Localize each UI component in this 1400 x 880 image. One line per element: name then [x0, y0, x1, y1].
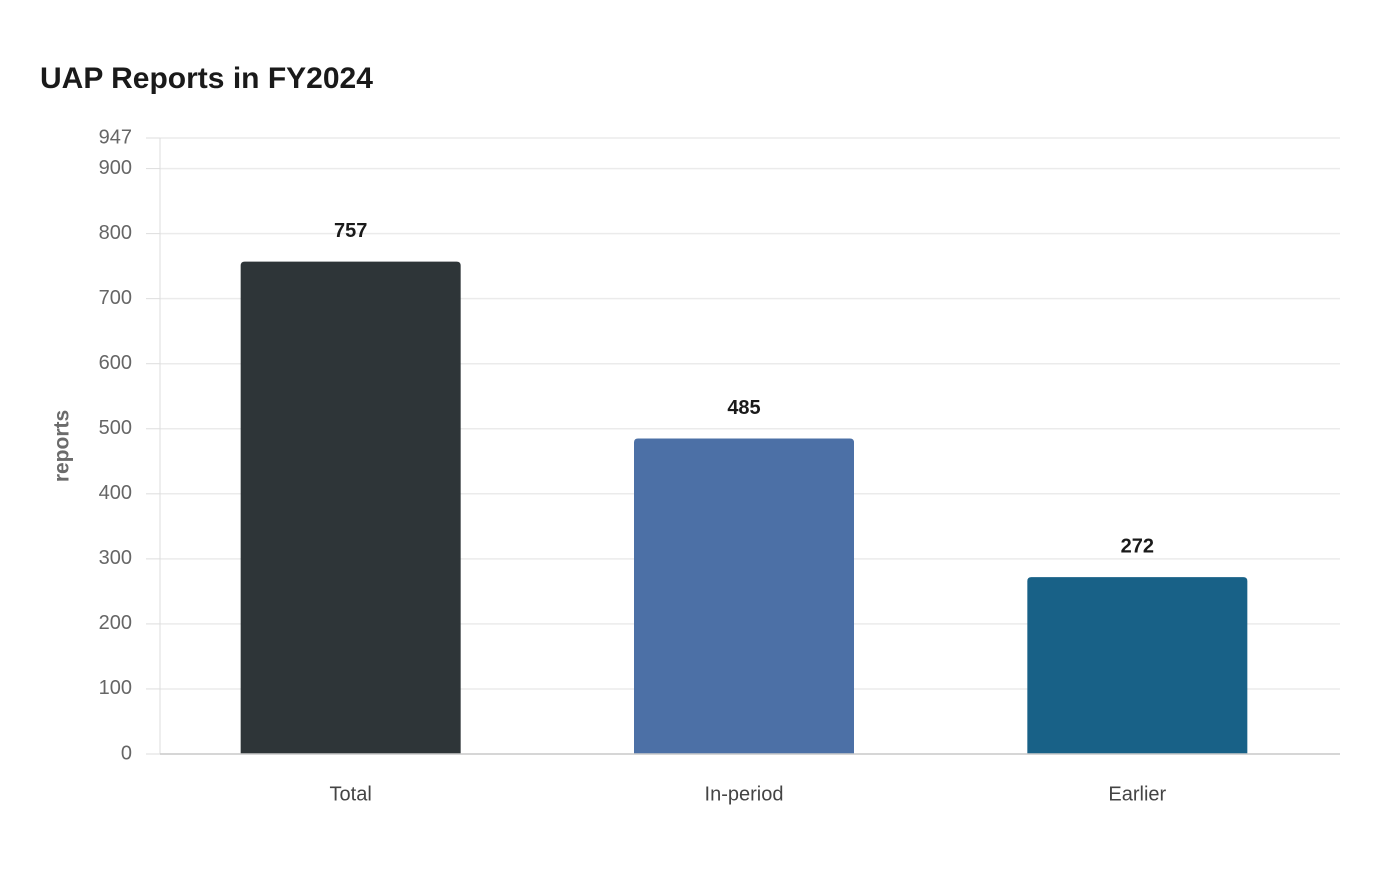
value-label: 272: [1121, 535, 1154, 557]
x-tick-label: Earlier: [1108, 783, 1166, 805]
y-tick-label: 600: [99, 352, 132, 374]
bar: [634, 438, 854, 754]
y-tick-label: 500: [99, 417, 132, 439]
y-tick-label: 900: [99, 157, 132, 179]
value-label: 757: [334, 220, 367, 242]
y-tick-label: 100: [99, 677, 132, 699]
x-tick-label: In-period: [705, 783, 784, 805]
y-tick-label: 400: [99, 482, 132, 504]
y-tick-label: 947: [99, 126, 132, 148]
y-tick-label: 0: [121, 742, 132, 764]
x-tick-label: Total: [330, 783, 372, 805]
value-label: 485: [727, 397, 760, 419]
chart-title: UAP Reports in FY2024: [40, 62, 373, 95]
y-tick-label: 700: [99, 287, 132, 309]
y-tick-label: 800: [99, 222, 132, 244]
bar: [1027, 577, 1248, 754]
y-tick-label: 200: [99, 612, 132, 634]
bar: [240, 261, 461, 754]
y-tick-label: 300: [99, 547, 132, 569]
y-axis-label: reports: [51, 410, 74, 482]
